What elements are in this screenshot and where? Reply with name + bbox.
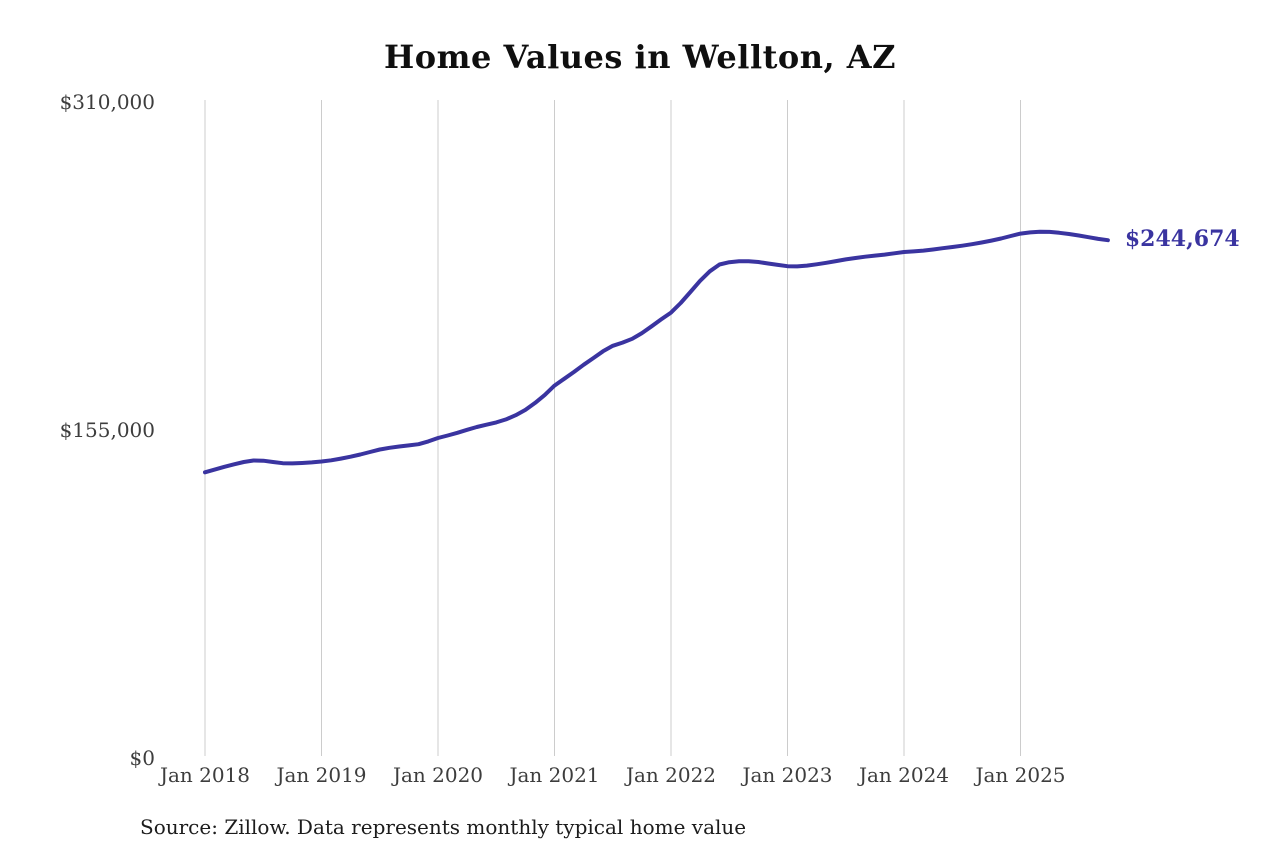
gridlines-group bbox=[204, 100, 1021, 756]
x-axis-tick-label: Jan 2024 bbox=[858, 763, 950, 787]
chart-title: Home Values in Wellton, AZ bbox=[384, 38, 896, 76]
x-axis-tick-label: Jan 2025 bbox=[975, 763, 1066, 787]
x-axis-tick-label: Jan 2023 bbox=[742, 763, 833, 787]
x-axis-tick-label: Jan 2022 bbox=[625, 763, 717, 787]
latest-value-label: $244,674 bbox=[1124, 226, 1240, 253]
y-axis-tick-label: $155,000 bbox=[59, 418, 155, 442]
x-axis-tick-label: Jan 2018 bbox=[159, 763, 251, 787]
x-axis-tick-label: Jan 2020 bbox=[392, 763, 484, 787]
y-axis-tick-label: $0 bbox=[129, 746, 155, 770]
home-value-line bbox=[203, 229, 1110, 475]
source-note: Source: Zillow. Data represents monthly … bbox=[140, 815, 747, 839]
y-axis-tick-label: $310,000 bbox=[59, 90, 155, 114]
x-axis-tick-label: Jan 2019 bbox=[276, 763, 367, 787]
x-axis-tick-label: Jan 2021 bbox=[509, 763, 600, 787]
